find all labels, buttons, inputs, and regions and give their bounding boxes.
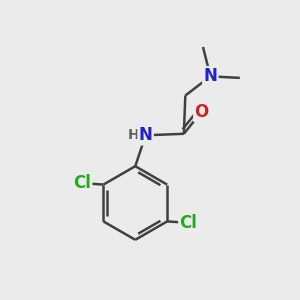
Text: H: H bbox=[128, 128, 139, 142]
Text: O: O bbox=[194, 103, 209, 121]
Text: Cl: Cl bbox=[179, 214, 197, 232]
Text: N: N bbox=[203, 68, 217, 85]
Text: Cl: Cl bbox=[73, 174, 91, 192]
Text: N: N bbox=[139, 126, 152, 144]
